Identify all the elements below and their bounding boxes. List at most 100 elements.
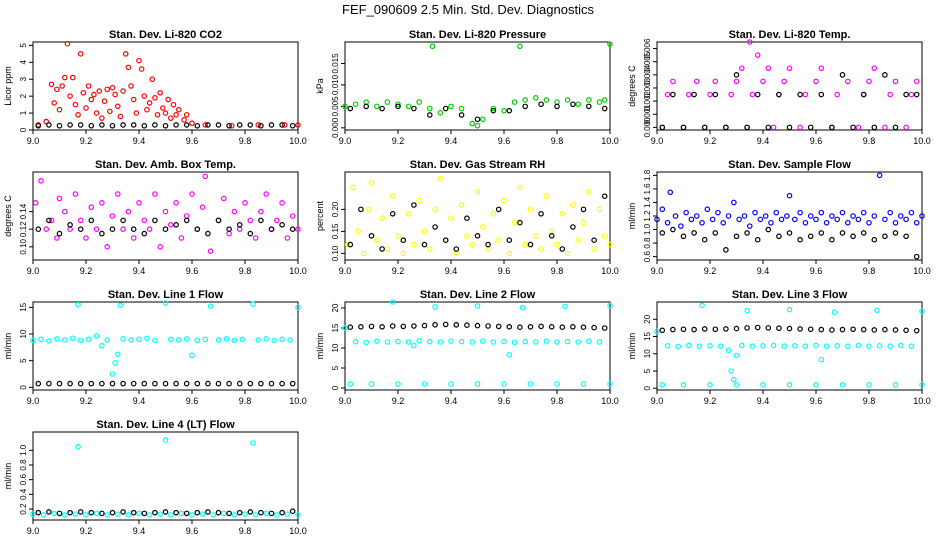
data-point	[88, 509, 95, 516]
data-point	[564, 250, 571, 257]
data-point	[77, 509, 84, 515]
data-point	[384, 246, 391, 252]
data-point	[664, 343, 671, 349]
data-point	[866, 343, 872, 349]
y-tick-label: 20	[331, 303, 340, 312]
data-point	[247, 217, 254, 224]
data-point	[432, 224, 438, 230]
data-point	[363, 103, 370, 110]
data-point	[51, 510, 58, 517]
data-point	[141, 510, 148, 517]
data-point	[168, 115, 174, 121]
data-point	[173, 380, 179, 387]
data-point	[268, 122, 275, 128]
data-point	[183, 122, 190, 128]
data-point	[295, 512, 301, 518]
data-point	[400, 250, 407, 257]
data-point	[746, 223, 753, 229]
data-point	[258, 509, 264, 516]
data-point	[183, 335, 190, 342]
data-point	[416, 99, 423, 105]
data-point	[342, 103, 348, 110]
x-tick-label: 9.0	[27, 526, 40, 536]
data-point	[469, 120, 476, 127]
data-point	[519, 304, 526, 311]
data-point	[744, 230, 750, 236]
data-point	[35, 380, 42, 387]
data-point	[511, 339, 518, 346]
data-point	[773, 209, 780, 216]
data-point	[770, 342, 777, 349]
data-point	[807, 326, 814, 333]
data-point	[389, 193, 396, 200]
data-point	[421, 381, 428, 387]
data-point	[83, 235, 89, 241]
data-point	[273, 217, 280, 224]
x-tick-label: 9.8	[551, 266, 564, 276]
data-point	[160, 105, 166, 111]
data-point	[115, 511, 121, 517]
data-point	[442, 321, 449, 328]
data-point	[559, 211, 566, 217]
data-point	[511, 219, 518, 226]
data-point	[120, 226, 126, 233]
data-point	[125, 64, 132, 71]
data-point	[168, 222, 174, 228]
plot-frame	[344, 301, 611, 391]
data-point	[522, 338, 529, 345]
data-point	[236, 509, 243, 516]
data-point	[728, 368, 735, 374]
data-point	[46, 217, 52, 224]
data-point	[495, 323, 502, 330]
data-point	[56, 122, 63, 129]
data-point	[448, 103, 454, 110]
x-tick-label: 9.6	[186, 136, 199, 146]
data-point	[564, 338, 571, 345]
data-point	[136, 57, 142, 64]
data-point	[591, 237, 597, 244]
y-tick-label: 0.003	[643, 77, 652, 98]
data-point	[56, 510, 63, 517]
data-point	[104, 337, 111, 343]
data-point	[117, 113, 124, 120]
data-point	[395, 103, 401, 110]
data-point	[250, 301, 256, 307]
data-point	[72, 511, 79, 517]
data-point	[99, 380, 105, 387]
data-point	[64, 40, 71, 47]
data-point	[506, 107, 513, 114]
x-tick-label: 9.6	[810, 136, 823, 146]
data-point	[517, 43, 523, 50]
data-point	[379, 105, 385, 112]
data-point	[405, 339, 412, 345]
chart-title: Stan. Dev. Line 4 (LT) Flow	[96, 419, 235, 431]
x-tick-label: 10.0	[601, 136, 619, 146]
y-tick-label: 1	[19, 110, 28, 115]
x-tick-label: 10.0	[289, 526, 307, 536]
data-point	[672, 213, 679, 219]
data-point	[69, 74, 76, 81]
data-point	[437, 110, 444, 116]
data-point	[189, 352, 195, 359]
data-point	[670, 326, 676, 333]
data-point	[189, 512, 195, 518]
data-point	[400, 323, 407, 330]
data-point	[860, 230, 867, 236]
data-point	[717, 343, 724, 349]
data-point	[797, 326, 803, 332]
data-point	[189, 191, 195, 197]
data-point	[813, 342, 819, 349]
data-point	[448, 381, 454, 387]
chart-panel-7: Stan. Dev. Line 1 Flow ml/min 9.0 9.2 9.4 9.6…	[3, 289, 307, 406]
data-point	[733, 352, 740, 359]
data-point	[138, 66, 145, 72]
x-tick-label: 9.4	[445, 396, 458, 406]
data-point	[736, 216, 742, 223]
data-point	[585, 103, 592, 110]
data-point	[99, 200, 105, 206]
data-point	[464, 215, 470, 222]
data-point	[752, 209, 758, 216]
chart-panel-1: Stan. Dev. Li-820 CO2 Licor ppm 9.0 9.2 9.4 9…	[3, 29, 307, 146]
data-point	[738, 342, 745, 349]
data-point	[54, 335, 60, 342]
